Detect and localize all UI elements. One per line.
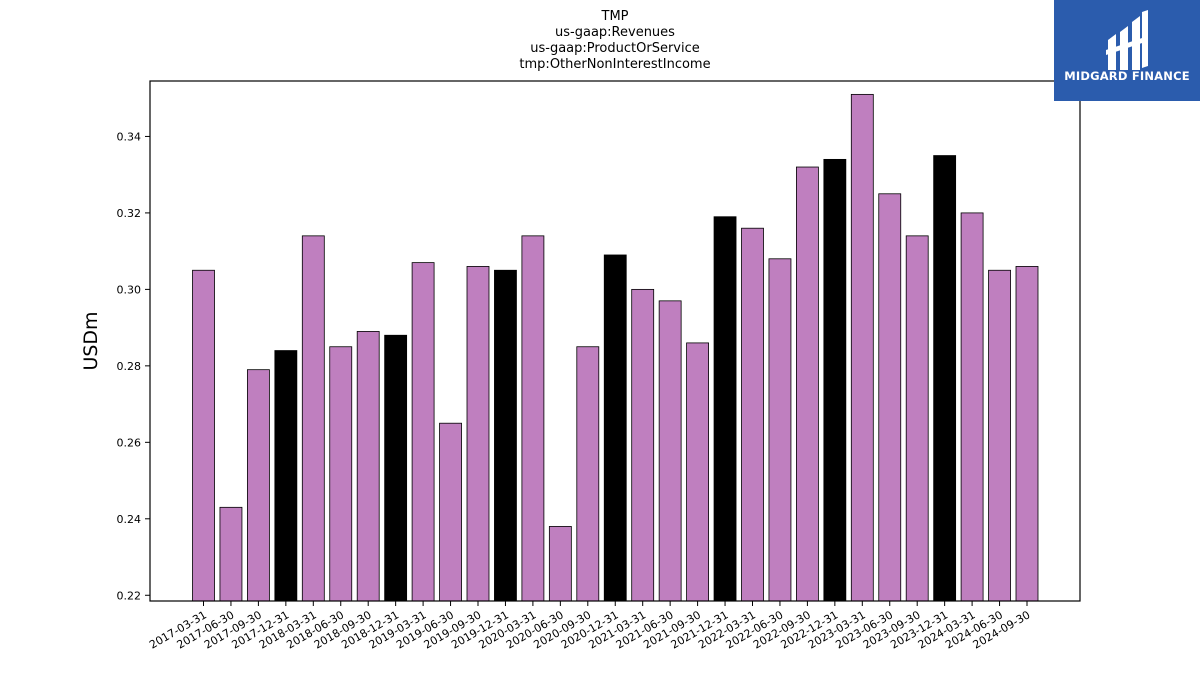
y-axis-label: USDm	[80, 311, 102, 370]
bar	[960, 212, 984, 602]
y-tick-label: 0.32	[117, 207, 142, 220]
bars-group	[192, 93, 1039, 602]
y-tick-label: 0.28	[117, 360, 142, 373]
y-tick-label: 0.22	[117, 589, 142, 602]
bar	[219, 506, 243, 602]
logo-text: MIDGARD FINANCE	[1064, 69, 1190, 83]
bar	[301, 235, 325, 602]
y-tick-label: 0.26	[117, 436, 142, 449]
bar	[576, 346, 600, 602]
y-tick-label: 0.34	[117, 130, 142, 143]
y-axis: 0.22 0.24 0.26 0.28 0.30 0.32 0.34	[117, 130, 150, 602]
bar	[439, 422, 462, 602]
bar	[192, 269, 215, 602]
bar	[768, 258, 792, 602]
bar	[686, 342, 709, 602]
bar	[548, 526, 572, 602]
bar	[713, 216, 737, 602]
title-line: us-gaap:ProductOrService	[530, 41, 700, 56]
bar	[1015, 266, 1039, 602]
bar	[356, 331, 380, 602]
y-tick-label: 0.24	[117, 513, 142, 526]
bar	[494, 269, 517, 602]
title-line: tmp:OtherNonInterestIncome	[519, 57, 710, 72]
bar	[823, 158, 847, 602]
bar	[741, 227, 764, 602]
bar	[246, 369, 270, 602]
bar	[411, 262, 435, 602]
bar	[274, 350, 298, 602]
bar	[329, 346, 353, 602]
bar	[850, 93, 874, 602]
bar	[658, 300, 682, 602]
bar	[878, 193, 902, 602]
midgard-finance-logo: MIDGARD FINANCE	[1054, 0, 1200, 101]
title-line: TMP	[601, 9, 629, 24]
bar	[384, 334, 408, 602]
bar	[933, 155, 957, 602]
bar	[796, 166, 819, 602]
bar	[521, 235, 545, 602]
title-line: us-gaap:Revenues	[555, 25, 675, 40]
bar	[988, 269, 1011, 602]
x-axis: 2017-03-312017-06-302017-09-302017-12-31…	[147, 601, 1033, 652]
bar	[603, 254, 627, 602]
bar	[631, 288, 655, 602]
bar	[466, 266, 490, 602]
y-tick-label: 0.30	[117, 283, 142, 296]
bar	[905, 235, 929, 602]
midgard-logo-icon	[1106, 10, 1148, 70]
chart-title: TMPus-gaap:Revenuesus-gaap:ProductOrServ…	[519, 9, 710, 72]
